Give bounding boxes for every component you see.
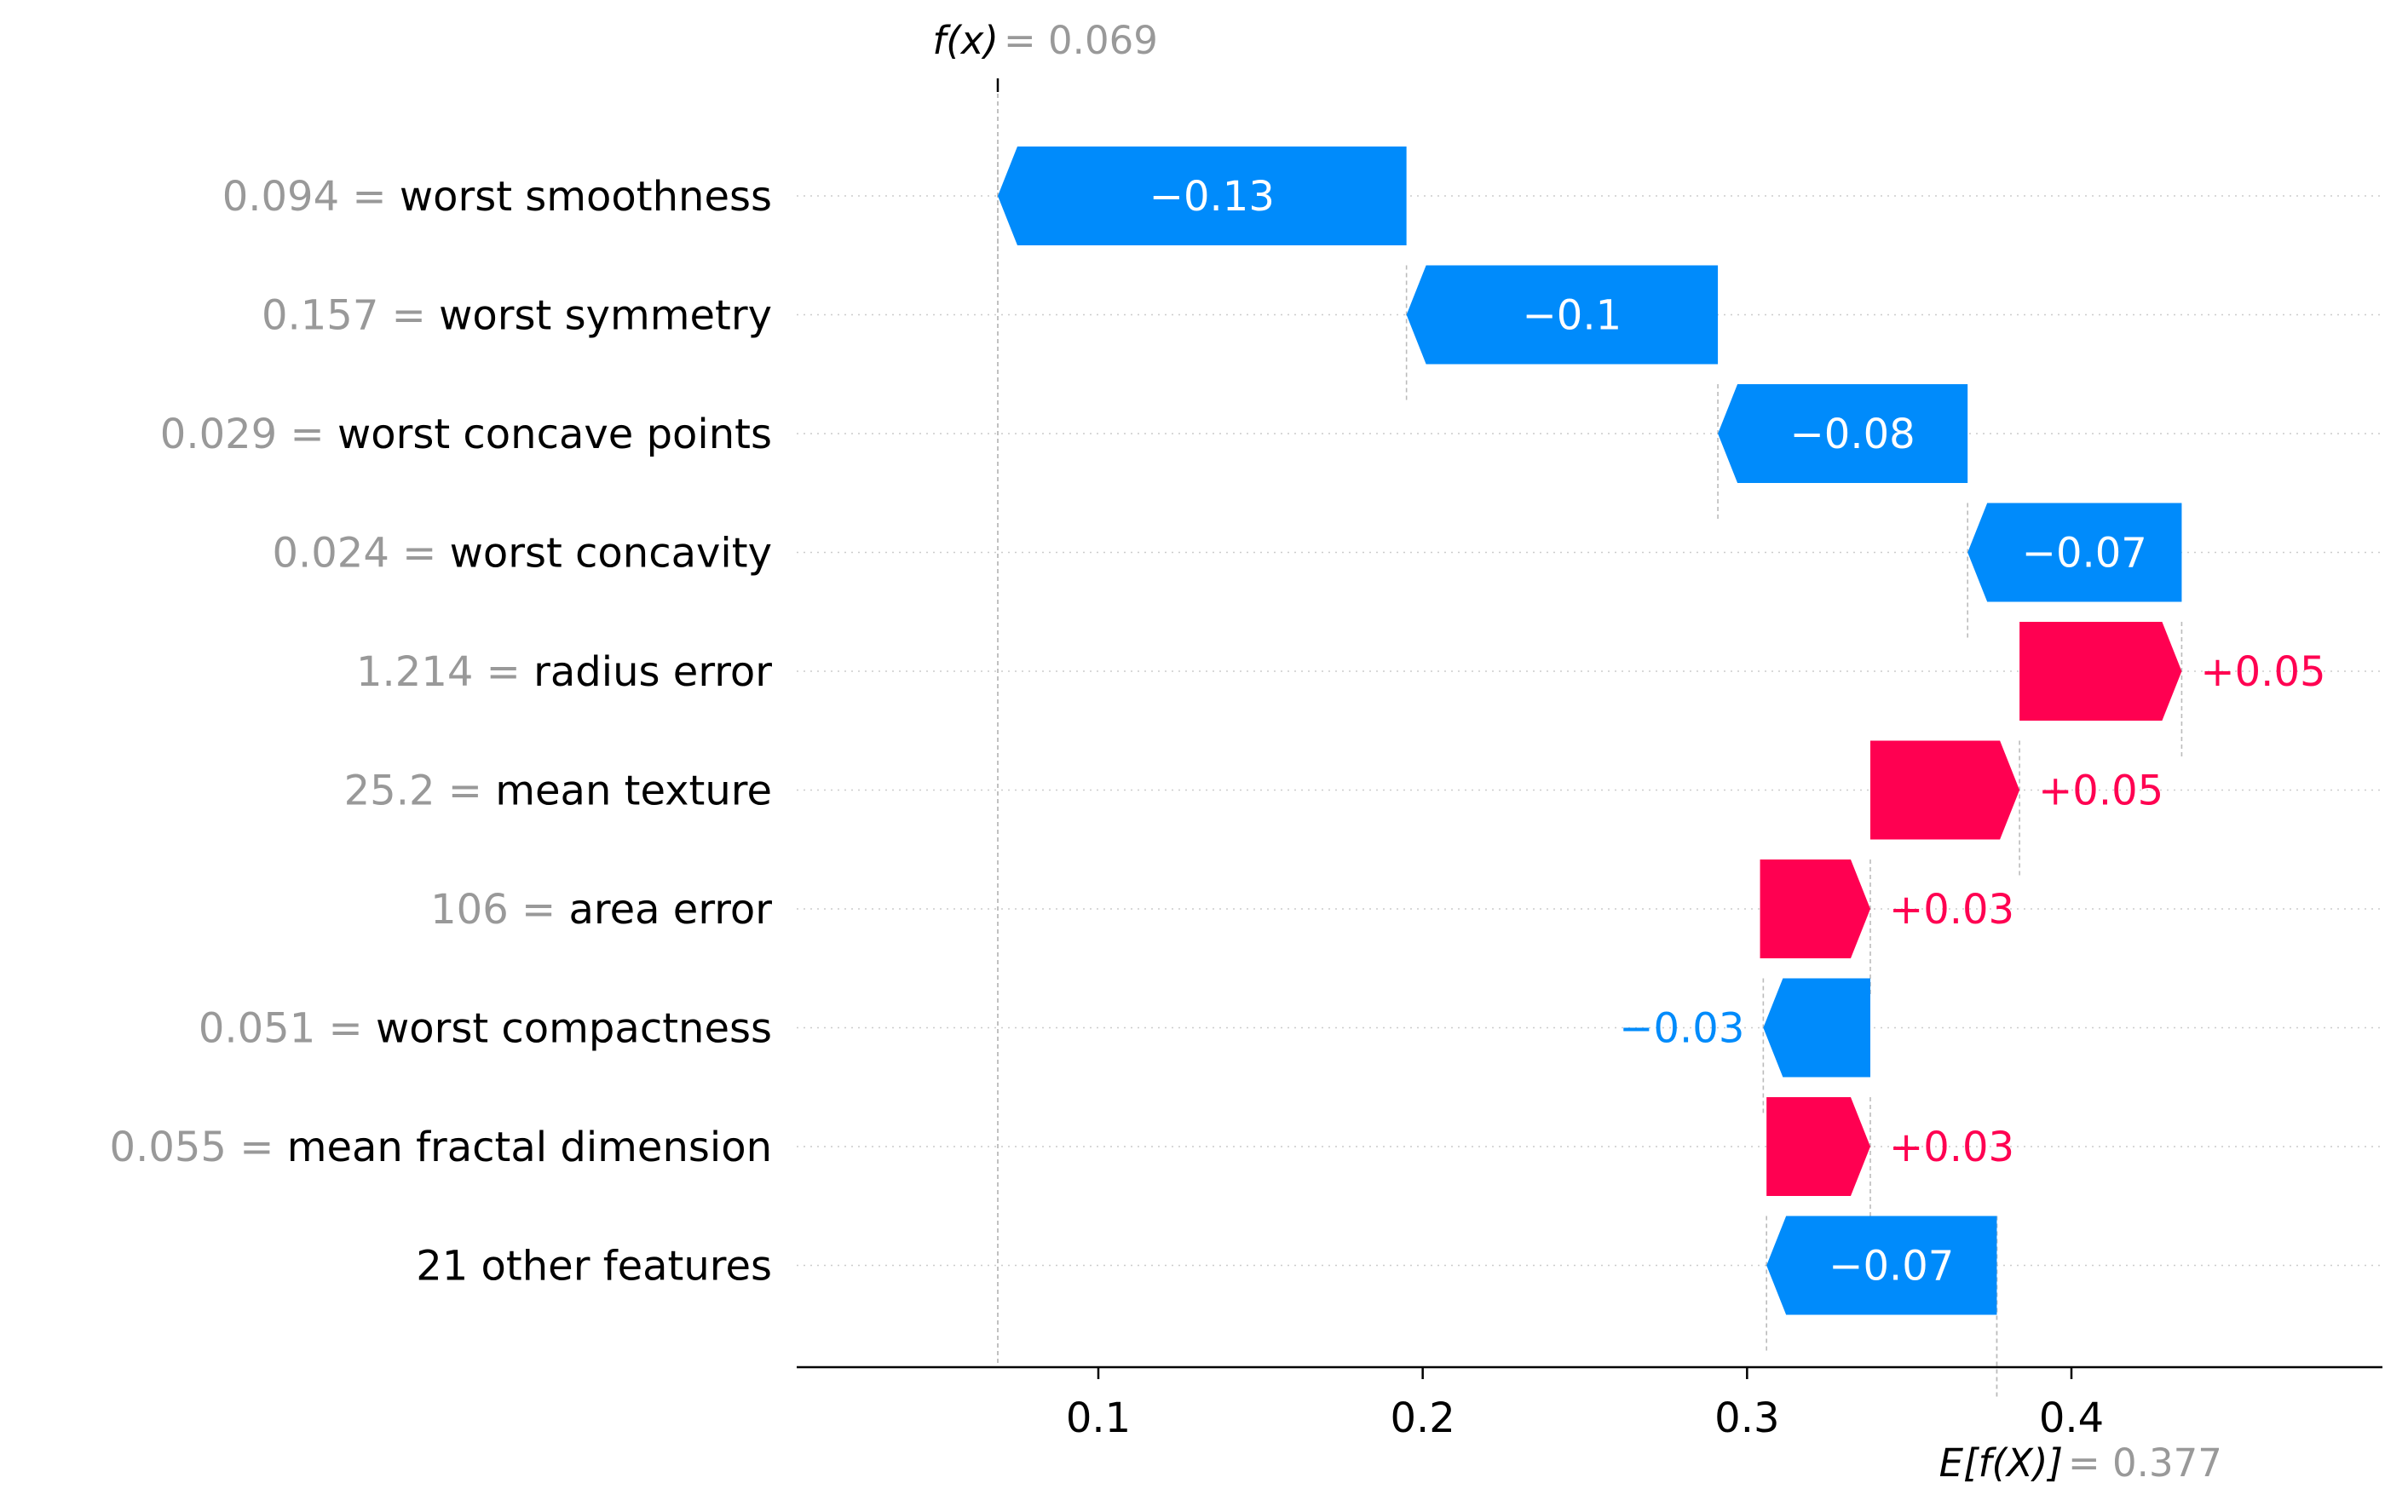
feature-name: worst smoothness [400, 173, 772, 221]
feature-name: worst compactness [376, 1005, 772, 1053]
feature-name: area error [569, 886, 773, 934]
feature-value: 0.094 = [222, 173, 400, 221]
waterfall-bar [1967, 503, 2182, 602]
waterfall-bar [1766, 1216, 1997, 1315]
feature-name: worst symmetry [439, 292, 772, 340]
bar-value-label: +0.05 [2038, 767, 2163, 815]
x-tick-label: 0.2 [1390, 1394, 1455, 1442]
feature-value: 0.051 = [199, 1005, 376, 1053]
feature-name: mean texture [495, 767, 772, 815]
feature-label: 0.157 = worst symmetry [262, 292, 772, 340]
feature-name: mean fractal dimension [287, 1124, 772, 1171]
feature-name: worst concavity [450, 530, 772, 578]
bar-value-label: −0.07 [1829, 1243, 1954, 1291]
feature-label: 0.055 = mean fractal dimension [110, 1124, 772, 1171]
waterfall-bar [1763, 978, 1870, 1078]
feature-label: 0.094 = worst smoothness [222, 173, 772, 221]
x-tick-label: 0.4 [2039, 1394, 2104, 1442]
x-tick-label: 0.3 [1714, 1394, 1779, 1442]
feature-value: 25.2 = [344, 767, 496, 815]
bar-value-label: +0.03 [1889, 1124, 2014, 1171]
waterfall-bar [1760, 859, 1870, 958]
bar-value-label: +0.03 [1889, 886, 2014, 934]
expected-value-value: = 0.377 [2068, 1440, 2222, 1486]
feature-label: 0.051 = worst compactness [199, 1005, 772, 1053]
bar-value-label: −0.13 [1149, 173, 1275, 221]
feature-name: 21 other features [416, 1243, 772, 1291]
waterfall-bar [997, 147, 1407, 245]
waterfall-bar [1869, 740, 2020, 840]
feature-value: 0.024 = [272, 530, 449, 578]
waterfall-bar [1718, 384, 1968, 483]
bar-value-label: −0.03 [1619, 1005, 1744, 1053]
waterfall-bar [1406, 265, 1719, 365]
feature-label: 106 = area error [430, 886, 772, 934]
fx-annotation: f(x) = 0.069 [932, 18, 1157, 63]
fx-value: = 0.069 [1004, 18, 1158, 63]
waterfall-bar [1766, 1097, 1870, 1196]
feature-label: 1.214 = radius error [356, 648, 772, 696]
feature-value: 0.157 = [262, 292, 439, 340]
fx-label: f(x) [932, 18, 999, 63]
bars: −0.13 −0.1 −0.08 −0.07 +0.05 +0.05 +0.03 −0.03 +… [997, 147, 2326, 1315]
expected-value-label: E[f(X)] [1939, 1440, 2063, 1486]
bar-value-label: −0.08 [1790, 411, 1915, 458]
feature-label: 25.2 = mean texture [344, 767, 772, 815]
feature-name: worst concave points [337, 411, 772, 458]
x-axis: 0.1 0.2 0.3 0.4 [797, 1365, 2382, 1442]
feature-name: radius error [533, 648, 772, 696]
expected-value-annotation: E[f(X)] = 0.377 [1939, 1440, 2222, 1486]
feature-label: 0.024 = worst concavity [272, 530, 772, 578]
feature-label: 21 other features [416, 1243, 772, 1291]
x-tick-label: 0.1 [1066, 1394, 1131, 1442]
feature-labels: 0.094 = worst smoothness 0.157 = worst sy… [110, 173, 773, 1291]
feature-value: 0.055 = [110, 1124, 287, 1171]
feature-value: 1.214 = [356, 648, 533, 696]
feature-value: 0.029 = [160, 411, 337, 458]
waterfall-bar [2019, 622, 2182, 721]
bar-value-label: +0.05 [2200, 648, 2325, 696]
feature-label: 0.029 = worst concave points [160, 411, 772, 458]
bar-value-label: −0.07 [2022, 530, 2147, 578]
feature-value: 106 = [430, 886, 568, 934]
connector-guides [996, 78, 2183, 1398]
bar-value-label: −0.1 [1523, 292, 1622, 340]
